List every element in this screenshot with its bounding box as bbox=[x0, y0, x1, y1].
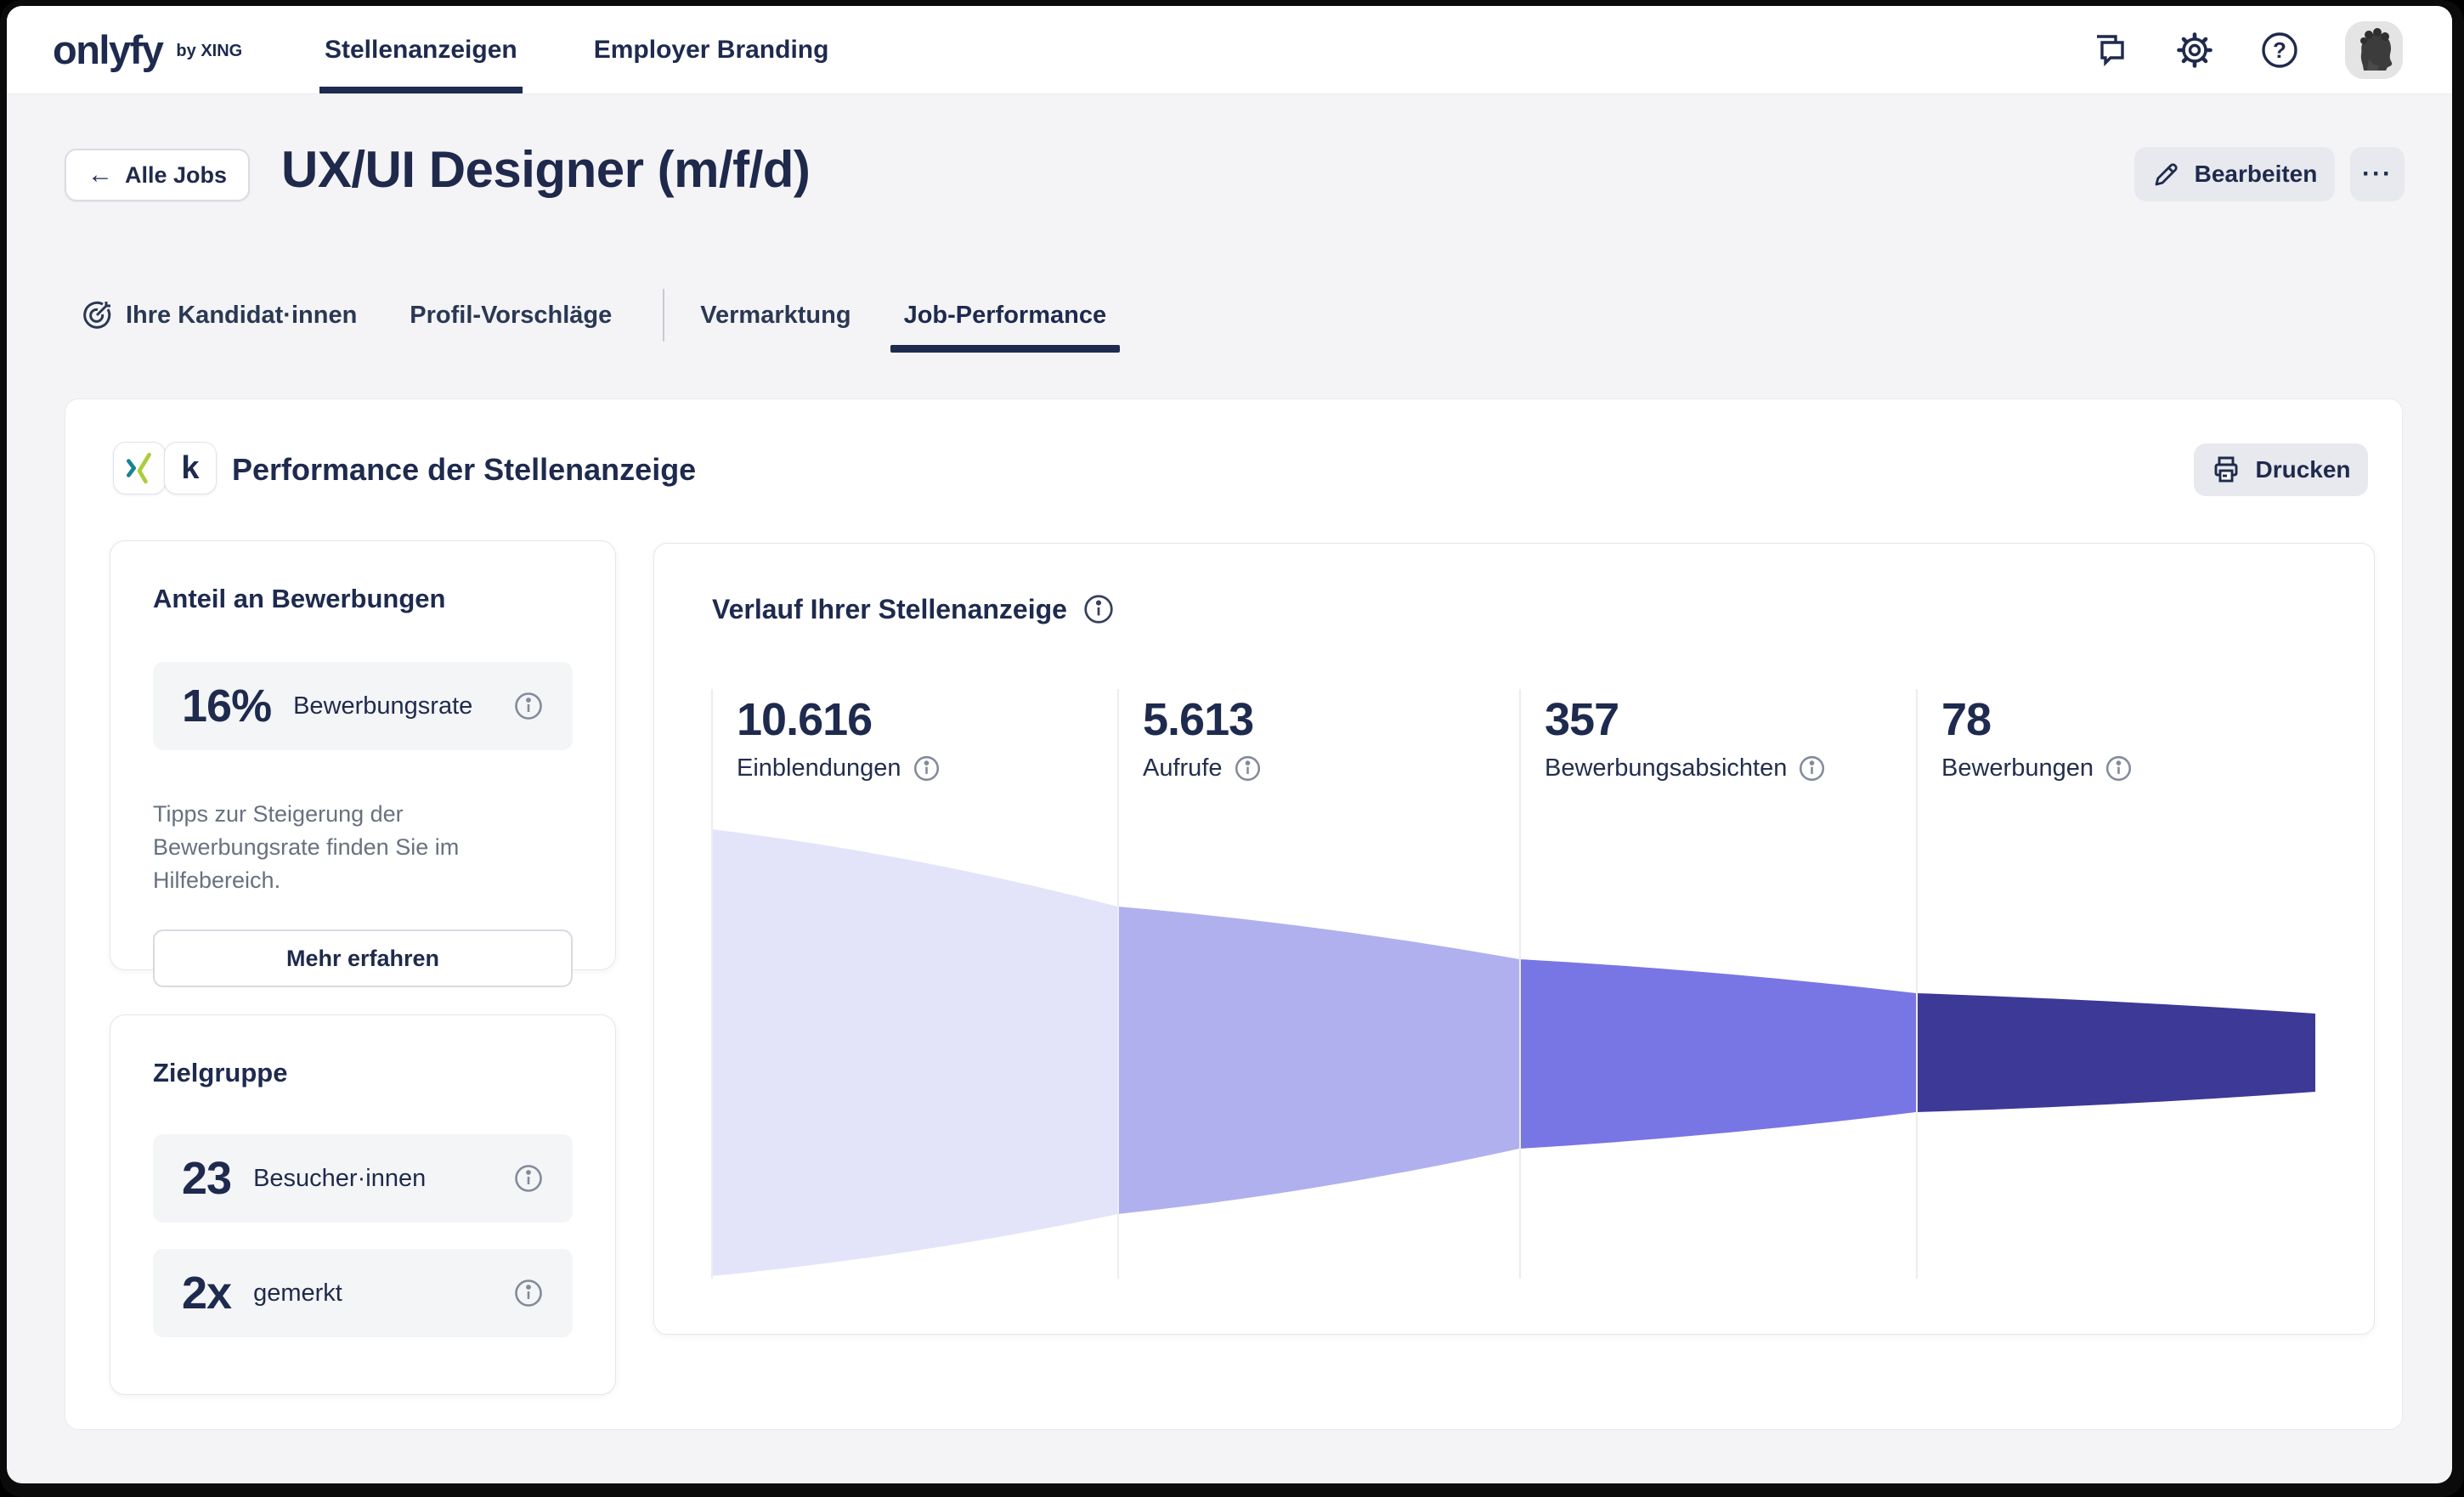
tab-profil-vorschlaege[interactable]: Profil-Vorschläge bbox=[410, 276, 612, 354]
edit-button-label: Bearbeiten bbox=[2194, 161, 2318, 187]
application-share-card: Anteil an Bewerbungen 16% Bewerbungsrate… bbox=[110, 540, 616, 987]
target-icon bbox=[83, 301, 111, 329]
funnel-card: Verlauf Ihrer Stellenanzeige 10.616 Einb… bbox=[653, 543, 2375, 1335]
tab-label: Profil-Vorschläge bbox=[410, 301, 613, 329]
visitors-value: 23 bbox=[182, 1153, 232, 1204]
bookmarked-label: gemerkt bbox=[253, 1279, 342, 1307]
nav-item-employer-branding[interactable]: Employer Branding bbox=[593, 35, 829, 64]
column-divider bbox=[711, 689, 713, 1279]
application-rate-tip: Tipps zur Steigerung der Bewerbungsrate … bbox=[153, 801, 460, 893]
tab-label: Ihre Kandidat·innen bbox=[126, 301, 358, 329]
funnel-segment-aufrufe bbox=[1117, 907, 1519, 1214]
step-value: 357 bbox=[1545, 694, 1619, 745]
info-icon[interactable] bbox=[513, 691, 544, 721]
application-share-title: Anteil an Bewerbungen bbox=[153, 584, 446, 613]
main-navigation: Stellenanzeigen Employer Branding bbox=[319, 6, 834, 93]
source-badges: k bbox=[113, 442, 217, 494]
back-to-all-jobs-button[interactable]: ← Alle Jobs bbox=[65, 149, 250, 201]
pencil-icon bbox=[2155, 163, 2178, 186]
info-icon[interactable] bbox=[1234, 754, 1262, 782]
info-icon[interactable] bbox=[913, 754, 941, 782]
nav-item-stellenanzeigen[interactable]: Stellenanzeigen bbox=[319, 6, 523, 93]
column-divider bbox=[1519, 689, 1521, 1279]
tabs-divider bbox=[663, 289, 665, 342]
info-icon[interactable] bbox=[1082, 593, 1115, 625]
tab-label: Job-Performance bbox=[903, 301, 1107, 329]
tab-vermarktung[interactable]: Vermarktung bbox=[700, 276, 851, 354]
column-divider bbox=[1117, 689, 1119, 1279]
app-screen: onlyfy by XING Stellenanzeigen Employer … bbox=[7, 6, 2452, 1483]
application-rate-value: 16% bbox=[182, 681, 272, 732]
visitors-chip: 23 Besucher·innen bbox=[153, 1134, 573, 1223]
back-button-label: Alle Jobs bbox=[124, 161, 228, 188]
brand-logo[interactable]: onlyfy by XING bbox=[53, 6, 242, 93]
funnel-step-einblendungen: 10.616 Einblendungen bbox=[737, 695, 941, 782]
bookmarked-value: 2x bbox=[182, 1268, 232, 1319]
step-value: 5.613 bbox=[1143, 694, 1254, 745]
info-icon[interactable] bbox=[513, 1163, 544, 1194]
info-icon[interactable] bbox=[2105, 754, 2133, 782]
step-label: Bewerbungen bbox=[1941, 754, 2094, 782]
funnel-segment-einblendungen bbox=[711, 829, 1117, 1276]
application-rate-label: Bewerbungsrate bbox=[293, 692, 473, 720]
performance-card: k Performance der Stellenanzeige Drucken… bbox=[65, 398, 2403, 1430]
funnel-segment-bewerbungsabsichten bbox=[1519, 959, 1916, 1149]
ellipsis-icon: ··· bbox=[2362, 160, 2393, 188]
step-value: 78 bbox=[1941, 694, 1992, 745]
print-button[interactable]: Drucken bbox=[2194, 443, 2368, 496]
job-tabs: Ihre Kandidat·innen Profil-Vorschläge Ve… bbox=[80, 276, 1120, 354]
svg-text:?: ? bbox=[2273, 37, 2286, 63]
step-label: Bewerbungsabsichten bbox=[1545, 754, 1788, 782]
onlyfy-logo: onlyfy bbox=[53, 27, 164, 72]
back-arrow-icon: ← bbox=[87, 161, 113, 189]
funnel-step-bewerbungsabsichten: 357 Bewerbungsabsichten bbox=[1545, 695, 1826, 782]
funnel-step-aufrufe: 5.613 Aufrufe bbox=[1143, 695, 1262, 782]
tab-label: Vermarktung bbox=[700, 301, 851, 329]
printer-icon bbox=[2215, 456, 2238, 483]
tab-job-performance[interactable]: Job-Performance bbox=[890, 276, 1120, 354]
column-divider bbox=[1916, 689, 1918, 1279]
learn-more-button[interactable]: Mehr erfahren bbox=[153, 929, 573, 987]
settings-icon[interactable] bbox=[2175, 31, 2214, 70]
application-rate-chip: 16% Bewerbungsrate bbox=[153, 662, 573, 750]
target-group-title: Zielgruppe bbox=[153, 1058, 288, 1087]
user-avatar[interactable] bbox=[2345, 20, 2403, 79]
step-label: Einblendungen bbox=[737, 754, 901, 782]
by-xing-label: by XING bbox=[176, 42, 243, 60]
edit-button[interactable]: Bearbeiten bbox=[2134, 147, 2335, 201]
info-icon[interactable] bbox=[513, 1278, 544, 1308]
funnel-chart bbox=[711, 829, 2315, 1276]
tab-ihre-kandidatinnen[interactable]: Ihre Kandidat·innen bbox=[80, 276, 357, 354]
visitors-label: Besucher·innen bbox=[253, 1164, 427, 1192]
xing-logo-icon bbox=[113, 442, 166, 494]
step-label: Aufrufe bbox=[1143, 754, 1223, 782]
print-button-label: Drucken bbox=[2255, 456, 2351, 483]
target-group-card: Zielgruppe 23 Besucher·innen 2x gemerkt bbox=[110, 1014, 616, 1395]
funnel-title: Verlauf Ihrer Stellenanzeige bbox=[712, 593, 1067, 624]
help-icon[interactable]: ? bbox=[2260, 31, 2299, 70]
performance-title: Performance der Stellenanzeige bbox=[232, 452, 697, 487]
kununu-logo-icon: k bbox=[164, 442, 217, 494]
bookmarked-chip: 2x gemerkt bbox=[153, 1249, 573, 1337]
more-options-button[interactable]: ··· bbox=[2350, 147, 2405, 201]
funnel-segment-bewerbungen bbox=[1916, 993, 2315, 1112]
funnel-step-bewerbungen: 78 Bewerbungen bbox=[1941, 695, 2133, 782]
chat-icon[interactable] bbox=[2090, 31, 2129, 70]
top-navbar: onlyfy by XING Stellenanzeigen Employer … bbox=[7, 6, 2452, 94]
step-value: 10.616 bbox=[737, 694, 873, 745]
page-title: UX/UI Designer (m/f/d) bbox=[281, 141, 811, 198]
info-icon[interactable] bbox=[1798, 754, 1826, 782]
navbar-actions: ? bbox=[2090, 6, 2403, 93]
